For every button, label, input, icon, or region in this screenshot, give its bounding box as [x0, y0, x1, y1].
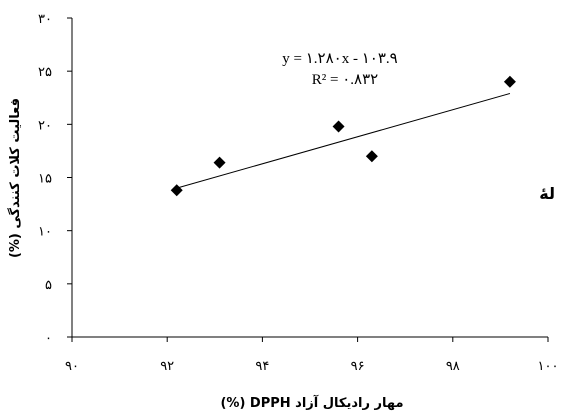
x-axis-title: مهار رادیکال آزاد DPPH (%)	[220, 394, 403, 411]
x-tick-label: ۹۰	[65, 359, 79, 374]
trendline	[176, 93, 511, 189]
x-tick-label: ۹۲	[160, 359, 174, 374]
x-tick-label: ۱۰۰	[538, 359, 559, 374]
y-tick-label: ۰	[45, 331, 52, 346]
y-tick-label: ۱۰	[38, 225, 52, 240]
y-tick-label: ۳۰	[38, 12, 52, 27]
x-tick-group: ۹۰ ۹۲ ۹۴ ۹۶ ۹۸ ۱۰۰	[65, 337, 558, 374]
clipped-text: لهٔ	[539, 184, 555, 203]
y-tick-group: ۰ ۵ ۱۰ ۱۵ ۲۰ ۲۵ ۳۰	[38, 12, 72, 346]
x-tick-label: ۹۸	[446, 359, 460, 374]
y-tick-label: ۲۰	[38, 118, 52, 133]
x-tick-label: ۹۶	[351, 359, 365, 374]
data-point	[213, 156, 226, 169]
y-tick-label: ۲۵	[38, 65, 52, 80]
trendline-equation: y = ۱.۲۸۰x - ۱۰۳.۹	[282, 51, 397, 67]
y-tick-label: ۵	[45, 278, 52, 293]
x-tick-label: ۹۴	[255, 359, 269, 374]
data-point	[503, 75, 516, 88]
y-tick-label: ۱۵	[38, 172, 52, 187]
r-squared-label: R² = ۰.۸۳۲	[312, 72, 378, 88]
data-point	[332, 120, 345, 133]
data-point	[170, 184, 183, 197]
data-point	[365, 150, 378, 163]
y-axis-title: فعالیت کلات کنندگی (%)	[7, 98, 23, 258]
data-points	[170, 75, 516, 197]
